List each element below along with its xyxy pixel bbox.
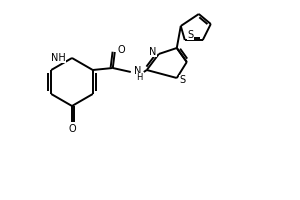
Text: NH: NH (51, 53, 66, 63)
Text: O: O (68, 124, 76, 134)
Text: N: N (134, 66, 142, 76)
Text: O: O (118, 45, 126, 55)
Text: S: S (180, 75, 186, 85)
Text: H: H (136, 73, 143, 82)
Text: N: N (149, 47, 157, 57)
Text: S: S (188, 30, 194, 40)
